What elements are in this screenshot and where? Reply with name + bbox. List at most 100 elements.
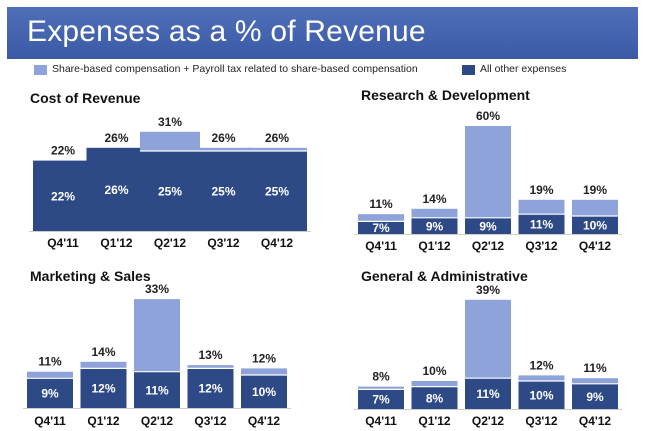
bar-other-3-1 [411, 386, 458, 409]
bar-share-1-2 [465, 126, 511, 218]
bar-label-2-1: 12% [91, 382, 115, 396]
bar-other-3-3 [518, 381, 565, 409]
total-label-2-1: 14% [91, 345, 115, 359]
tick-label-3-0: Q4'11 [365, 414, 397, 428]
legend-label-share-based: Share-based compensation + Payroll tax r… [52, 63, 418, 75]
bar-share-0-4 [247, 147, 307, 151]
bar-share-3-4 [572, 378, 618, 384]
bar-label-0-1: 26% [104, 183, 128, 197]
total-label-2-3: 13% [198, 348, 222, 362]
title-banner: Expenses as a % of Revenue [7, 7, 638, 59]
total-label-1-1: 14% [422, 192, 446, 206]
panel-title-research-development: Research & Development [361, 87, 530, 103]
bar-share-1-0 [358, 214, 404, 222]
tick-label-3-3: Q3'12 [525, 414, 558, 428]
tick-label-2-1: Q1'12 [87, 414, 120, 428]
tick-label-0-0: Q4'11 [47, 236, 79, 250]
bar-label-3-3: 10% [529, 389, 553, 403]
total-label-0-3: 26% [211, 131, 235, 145]
total-label-0-0: 22% [51, 144, 75, 158]
tick-label-3-4: Q4'12 [579, 414, 612, 428]
bar-share-2-0 [27, 371, 73, 379]
total-label-3-4: 11% [583, 361, 607, 375]
panel-title-cost-of-revenue: Cost of Revenue [30, 90, 141, 106]
total-label-2-2: 33% [145, 282, 169, 296]
bar-label-0-4: 25% [265, 185, 289, 199]
bar-label-1-3: 11% [530, 218, 554, 232]
total-label-1-0: 11% [369, 197, 393, 211]
bar-label-3-4: 9% [586, 390, 604, 404]
bar-other-0-4 [247, 151, 307, 231]
bar-share-1-3 [518, 199, 565, 215]
bar-other-2-0 [27, 378, 73, 408]
bar-label-2-2: 11% [145, 383, 169, 397]
tick-label-0-4: Q4'12 [261, 236, 294, 250]
bar-other-2-2 [134, 371, 180, 408]
bar-other-1-3 [518, 214, 565, 234]
total-label-1-4: 19% [583, 183, 607, 197]
tick-label-1-2: Q2'12 [472, 239, 505, 253]
bar-other-1-1 [411, 217, 458, 234]
bar-share-0-3 [193, 147, 254, 151]
total-label-3-1: 10% [422, 364, 446, 378]
total-label-0-4: 26% [265, 131, 289, 145]
bar-other-0-2 [140, 151, 200, 231]
bar-other-3-0 [358, 389, 404, 409]
bar-share-3-2 [465, 299, 511, 379]
tick-label-2-4: Q4'12 [248, 414, 281, 428]
tick-label-1-4: Q4'12 [579, 239, 612, 253]
bar-label-1-4: 10% [583, 219, 607, 233]
bar-share-3-1 [411, 381, 458, 387]
total-label-2-0: 11% [38, 355, 62, 369]
tick-label-3-2: Q2'12 [472, 414, 505, 428]
tick-label-1-0: Q4'11 [365, 239, 397, 253]
bar-label-3-0: 7% [372, 393, 390, 407]
bar-label-3-2: 11% [476, 387, 500, 401]
total-label-1-3: 19% [529, 183, 553, 197]
bar-label-0-3: 25% [211, 185, 235, 199]
bar-other-0-1 [86, 147, 147, 231]
page-title: Expenses as a % of Revenue [27, 15, 426, 48]
bar-share-2-4 [241, 368, 287, 375]
tick-label-0-1: Q1'12 [100, 236, 133, 250]
tick-label-0-2: Q2'12 [154, 236, 187, 250]
bar-share-2-1 [80, 361, 127, 369]
bar-share-3-3 [518, 375, 565, 381]
bar-label-1-2: 9% [479, 219, 497, 233]
bar-share-1-4 [572, 199, 618, 216]
total-label-3-2: 39% [476, 283, 500, 297]
panel-title-general-administrative: General & Administrative [361, 268, 528, 284]
bar-other-3-4 [572, 383, 618, 409]
legend: Share-based compensation + Payroll tax r… [0, 63, 645, 77]
total-label-2-4: 12% [252, 351, 276, 365]
total-label-0-2: 31% [158, 115, 182, 129]
bar-share-0-2 [140, 131, 200, 151]
legend-swatch-share-based [34, 65, 47, 75]
panel-title-marketing-sales: Marketing & Sales [30, 268, 151, 284]
bar-other-2-4 [241, 375, 287, 408]
bar-label-0-2: 25% [158, 185, 182, 199]
bar-other-1-4 [572, 216, 618, 234]
tick-label-2-3: Q3'12 [194, 414, 227, 428]
bar-label-2-3: 12% [198, 382, 222, 396]
tick-label-1-1: Q1'12 [418, 239, 451, 253]
bar-share-2-3 [187, 365, 234, 369]
bar-share-2-2 [134, 299, 180, 372]
tick-label-2-0: Q4'11 [34, 414, 66, 428]
bar-other-3-2 [465, 378, 511, 409]
total-label-0-1: 26% [104, 131, 128, 145]
bar-other-2-1 [80, 368, 127, 408]
bar-label-0-0: 22% [51, 189, 75, 203]
total-label-3-3: 12% [529, 358, 553, 372]
bar-share-3-0 [358, 386, 404, 390]
tick-label-2-2: Q2'12 [141, 414, 174, 428]
legend-swatch-other [462, 65, 475, 75]
bar-label-2-0: 9% [41, 387, 59, 401]
bar-label-1-1: 9% [426, 219, 444, 233]
total-label-3-0: 8% [372, 370, 390, 384]
bar-label-2-4: 10% [252, 385, 276, 399]
tick-label-0-3: Q3'12 [207, 236, 240, 250]
bar-share-1-1 [411, 208, 458, 218]
tick-label-3-1: Q1'12 [418, 414, 451, 428]
